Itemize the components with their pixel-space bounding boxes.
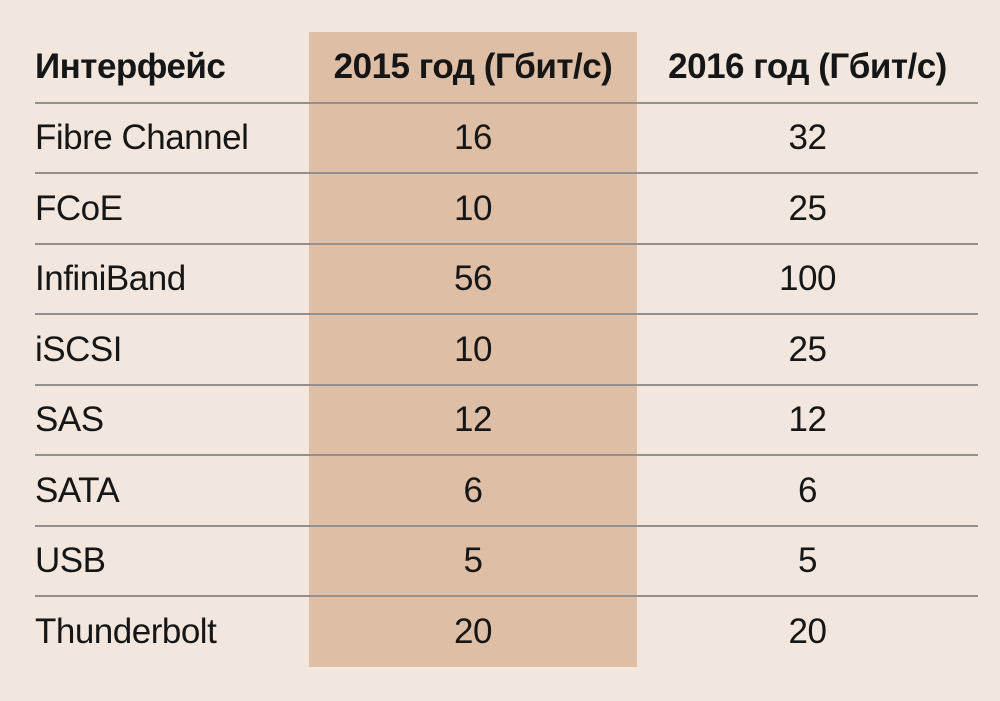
- cell-interface: iSCSI: [35, 329, 122, 369]
- table-row: InfiniBand 56 100: [35, 243, 978, 314]
- cell-2015-value: 16: [309, 102, 637, 173]
- cell-2016-value: 32: [788, 118, 827, 158]
- cell-2016-value: 100: [779, 259, 836, 299]
- table-row: Thunderbolt 20 20: [35, 596, 978, 667]
- column-header-interface: Интерфейс: [35, 47, 226, 87]
- column-header-2016: 2016 год (Гбит/с): [668, 47, 947, 87]
- cell-interface: Thunderbolt: [35, 612, 217, 652]
- table-row: iSCSI 10 25: [35, 314, 978, 385]
- column-header-2015: 2015 год (Гбит/с): [309, 32, 637, 103]
- table-row: SAS 12 12: [35, 384, 978, 455]
- cell-2015-value: 10: [309, 173, 637, 244]
- cell-2015-value: 20: [309, 596, 637, 667]
- table-row: Fibre Channel 16 32: [35, 102, 978, 173]
- cell-2016-value: 12: [788, 400, 827, 440]
- cell-interface: SATA: [35, 470, 120, 510]
- cell-interface: Fibre Channel: [35, 118, 249, 158]
- cell-2015-value: 10: [309, 314, 637, 385]
- table-row: USB 5 5: [35, 525, 978, 596]
- cell-2016-value: 25: [788, 329, 827, 369]
- cell-interface: FCoE: [35, 188, 123, 228]
- table-row: SATA 6 6: [35, 455, 978, 526]
- header-row: Интерфейс 2015 год (Гбит/с) 2016 год (Гб…: [35, 32, 978, 103]
- interface-speed-table: Интерфейс 2015 год (Гбит/с) 2016 год (Гб…: [35, 32, 978, 667]
- cell-2015-value: 6: [309, 455, 637, 526]
- cell-2016-value: 25: [788, 188, 827, 228]
- cell-interface: InfiniBand: [35, 259, 186, 299]
- cell-2016-value: 20: [788, 612, 827, 652]
- cell-2016-value: 5: [798, 541, 817, 581]
- cell-interface: SAS: [35, 400, 104, 440]
- cell-2015-value: 5: [309, 525, 637, 596]
- cell-interface: USB: [35, 541, 106, 581]
- cell-2015-value: 12: [309, 384, 637, 455]
- cell-2016-value: 6: [798, 470, 817, 510]
- cell-2015-value: 56: [309, 243, 637, 314]
- table-row: FCoE 10 25: [35, 173, 978, 244]
